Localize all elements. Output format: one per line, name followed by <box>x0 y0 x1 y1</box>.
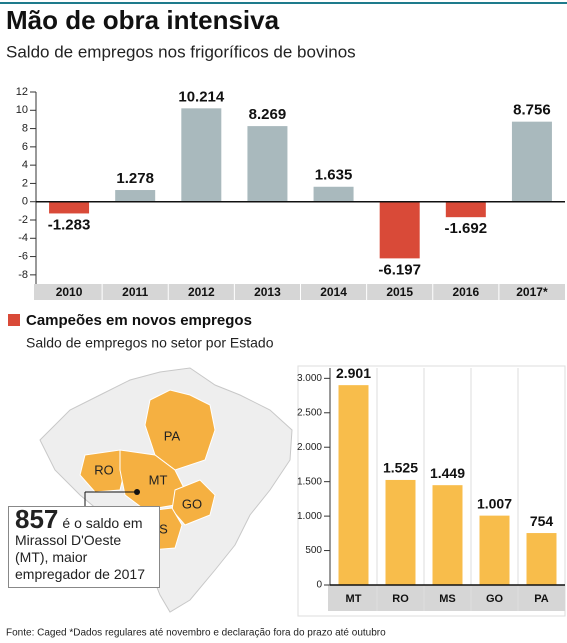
y-tick-label: 3.000 <box>297 373 322 384</box>
section-title: Campeões em novos empregos <box>26 312 252 329</box>
y-tick-label: -4 <box>18 232 28 244</box>
value-label: 754 <box>530 513 554 529</box>
section-subtitle: Saldo de empregos no setor por Estado <box>26 335 274 351</box>
state-pa <box>144 389 216 471</box>
x-tick-label: MS <box>439 593 456 605</box>
bar <box>49 201 90 214</box>
annotation: 857 é o saldo em Mirassol D'Oeste (MT), m… <box>8 506 160 588</box>
value-label: 8.756 <box>513 102 551 119</box>
value-label: 1.525 <box>383 460 418 476</box>
bar <box>313 186 354 202</box>
state-label: RO <box>94 462 114 477</box>
y-tick-label: -8 <box>18 269 28 281</box>
value-label: 1.007 <box>477 495 512 511</box>
y-tick-label: 4 <box>22 159 28 171</box>
y-tick-label: 6 <box>22 141 28 153</box>
y-tick-label: 1.500 <box>297 476 322 487</box>
value-label: 2.901 <box>336 365 371 381</box>
chart-frame <box>297 365 566 617</box>
x-tick-label: GO <box>486 593 504 605</box>
y-tick-label: 500 <box>305 545 322 556</box>
x-tick-label: 2013 <box>254 285 281 299</box>
bar <box>379 201 420 259</box>
x-tick-label: 2016 <box>452 285 479 299</box>
value-label: -1.283 <box>48 216 91 233</box>
state-label: PA <box>164 428 181 443</box>
x-tick-label: 2010 <box>56 285 83 299</box>
bar <box>526 533 557 585</box>
x-tick-label: PA <box>534 593 549 605</box>
y-tick-label: 10 <box>16 104 28 116</box>
bar <box>385 479 416 585</box>
y-tick-label: 12 <box>16 86 28 98</box>
value-label: -1.692 <box>445 220 488 237</box>
bar <box>115 190 156 202</box>
section-marker <box>8 314 20 326</box>
bar <box>432 485 463 585</box>
source-note: Fonte: Caged *Dados regulares até novemb… <box>6 628 386 639</box>
y-tick-label: -6 <box>18 250 28 262</box>
x-tick-label: MT <box>346 593 362 605</box>
value-label: 1.449 <box>430 465 465 481</box>
bar <box>445 201 486 218</box>
x-tick-label: 2012 <box>188 285 215 299</box>
bar <box>511 121 552 202</box>
value-label: 10.214 <box>178 88 225 105</box>
x-tick-label: 2011 <box>122 285 148 299</box>
state-label: GO <box>182 496 202 511</box>
y-tick-label: 2.000 <box>297 442 322 453</box>
x-tick-label: 2017* <box>516 285 548 299</box>
pointer-dot <box>134 489 140 495</box>
y-tick-label: -2 <box>18 214 28 226</box>
annotation-text: é o saldo em Mirassol D'Oeste (MT), maio… <box>15 515 145 582</box>
x-tick-label: 2014 <box>320 285 347 299</box>
chart-title: Mão de obra intensiva <box>6 5 280 35</box>
value-label: 1.278 <box>116 170 154 187</box>
y-tick-label: 2 <box>22 177 28 189</box>
y-tick-label: 0 <box>316 580 322 591</box>
state-label: MT <box>149 472 168 487</box>
bar <box>338 385 369 585</box>
y-tick-label: 0 <box>22 196 28 208</box>
value-label: 1.635 <box>315 167 353 184</box>
category-band <box>328 585 565 611</box>
x-tick-label: 2015 <box>386 285 413 299</box>
bar <box>247 126 288 202</box>
y-tick-label: 1.000 <box>297 511 322 522</box>
annotation-number: 857 <box>15 504 59 534</box>
value-label: -6.197 <box>378 261 421 278</box>
bar <box>479 515 510 585</box>
x-tick-label: RO <box>392 593 409 605</box>
chart-subtitle: Saldo de empregos nos frigoríficos de bo… <box>6 42 356 61</box>
category-band <box>34 284 565 300</box>
y-tick-label: 2.500 <box>297 407 322 418</box>
value-label: 8.269 <box>249 106 287 123</box>
bar <box>181 108 222 202</box>
y-tick-label: 8 <box>22 122 28 134</box>
